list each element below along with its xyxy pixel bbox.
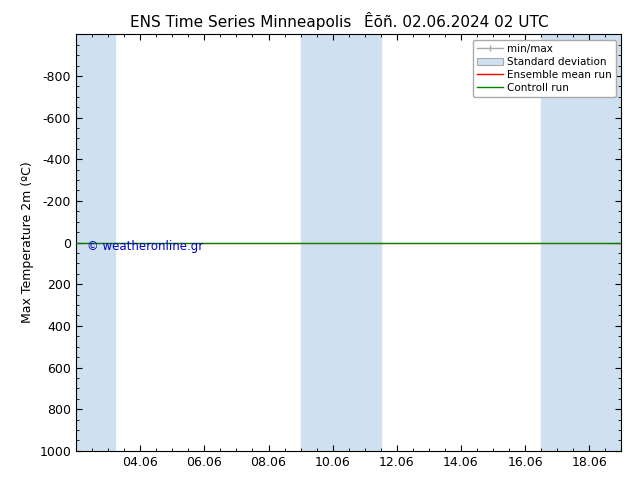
Bar <box>301 34 381 451</box>
Y-axis label: Max Temperature 2m (ºC): Max Temperature 2m (ºC) <box>21 162 34 323</box>
Text: © weatheronline.gr: © weatheronline.gr <box>87 240 204 253</box>
Bar <box>76 34 115 451</box>
Legend: min/max, Standard deviation, Ensemble mean run, Controll run: min/max, Standard deviation, Ensemble me… <box>473 40 616 97</box>
Text: ENS Time Series Minneapolis: ENS Time Series Minneapolis <box>130 15 352 30</box>
Text: Êõñ. 02.06.2024 02 UTC: Êõñ. 02.06.2024 02 UTC <box>364 15 549 30</box>
Bar <box>541 34 621 451</box>
